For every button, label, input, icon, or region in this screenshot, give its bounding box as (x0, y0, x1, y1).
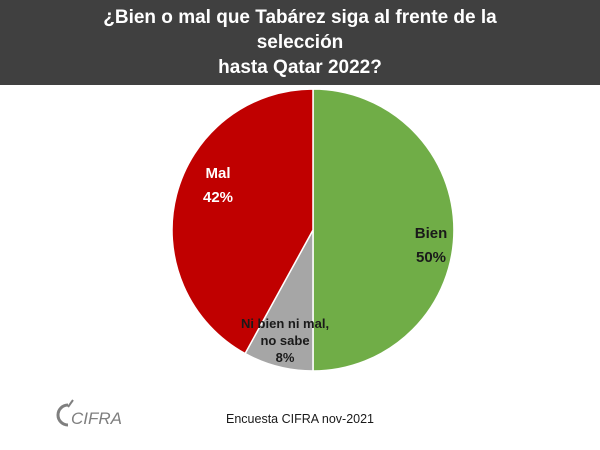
title-banner: ¿Bien o mal que Tabárez siga al frente d… (0, 0, 600, 85)
slice-value-label: 8% (276, 350, 295, 365)
chart-title-line-1: ¿Bien o mal que Tabárez siga al frente d… (103, 7, 497, 53)
slice-label-ni: Ni bien ni mal, no sabe 8% (241, 316, 329, 365)
logo-text: CIFRA (71, 409, 122, 428)
chart-title-line-2: hasta Qatar 2022? (218, 57, 382, 78)
slice-label-bien: Bien 50% (415, 225, 448, 266)
slice-value-label: 50% (416, 249, 446, 266)
source-note: Encuesta CIFRA nov-2021 (226, 412, 374, 426)
slice-value-label: 42% (203, 189, 233, 206)
slice-label-mal: Mal 42% (203, 165, 233, 206)
cifra-logo: CIFRA (56, 399, 122, 428)
slice-category-label: no sabe (260, 333, 309, 348)
slice-category-label: Mal (205, 165, 230, 182)
pie-slice-bien (312, 88, 455, 372)
slice-category-label: Ni bien ni mal, (241, 316, 329, 331)
logo-slash (67, 399, 74, 408)
logo-c-arc (56, 403, 69, 427)
chart-title: ¿Bien o mal que Tabárez siga al frente d… (60, 5, 540, 80)
pie-slice-mal (171, 88, 314, 355)
slice-category-label: Bien (415, 225, 448, 242)
